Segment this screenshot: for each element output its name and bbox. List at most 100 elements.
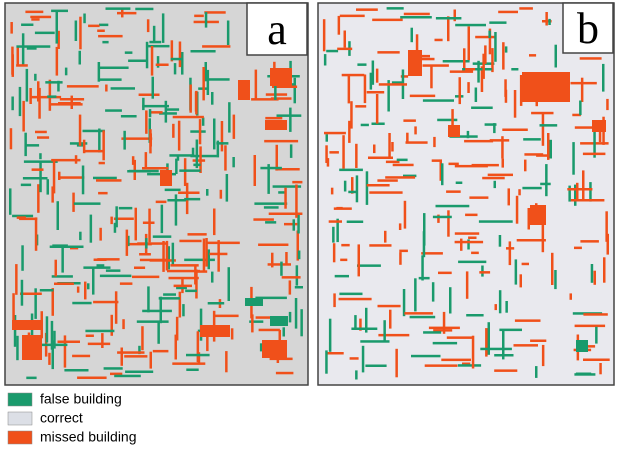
segment xyxy=(20,293,42,296)
segment xyxy=(83,14,86,24)
segment xyxy=(459,77,462,104)
segment xyxy=(449,163,459,166)
segment xyxy=(46,316,49,342)
segment xyxy=(145,238,148,248)
segment xyxy=(530,340,546,343)
segment xyxy=(502,159,505,168)
panel-b: b xyxy=(318,3,614,385)
segment xyxy=(192,148,195,157)
segment xyxy=(228,267,231,301)
segment xyxy=(84,150,104,153)
segment xyxy=(50,246,84,249)
segment xyxy=(467,131,470,138)
segment xyxy=(23,177,48,180)
segment xyxy=(142,98,145,110)
segment xyxy=(479,271,490,274)
segment xyxy=(397,159,408,162)
block xyxy=(200,325,230,337)
segment xyxy=(74,202,101,205)
segment xyxy=(114,375,141,378)
segment xyxy=(182,304,185,316)
segment xyxy=(264,206,279,209)
segment xyxy=(481,266,484,277)
segment xyxy=(516,196,519,224)
segment xyxy=(156,201,167,204)
segment xyxy=(124,355,147,358)
segment xyxy=(153,26,156,43)
segment xyxy=(153,350,169,353)
segment xyxy=(482,54,485,79)
segment xyxy=(19,87,22,116)
segment xyxy=(186,354,210,357)
segment xyxy=(329,220,342,223)
segment xyxy=(206,189,209,196)
segment xyxy=(260,167,282,170)
segment xyxy=(332,227,335,243)
segment xyxy=(159,297,180,300)
segment xyxy=(333,293,336,307)
segment xyxy=(79,115,82,146)
segment xyxy=(458,364,481,367)
segment xyxy=(423,64,449,67)
segment xyxy=(57,201,60,230)
segment xyxy=(423,231,426,257)
segment xyxy=(393,164,414,167)
segment xyxy=(372,19,403,22)
segment xyxy=(520,274,523,287)
segment xyxy=(51,10,68,13)
segment xyxy=(344,181,347,192)
segment xyxy=(455,24,486,27)
segment xyxy=(221,121,224,151)
segment xyxy=(188,233,207,236)
segment xyxy=(135,8,153,11)
segment xyxy=(472,336,475,369)
segment xyxy=(175,159,178,174)
segment xyxy=(26,69,29,102)
segment xyxy=(146,42,149,69)
segment xyxy=(455,165,488,168)
segment xyxy=(540,124,558,127)
segment xyxy=(162,241,165,272)
segment xyxy=(224,145,227,170)
segment xyxy=(468,237,476,240)
segment xyxy=(139,253,151,256)
segment xyxy=(471,252,479,255)
segment xyxy=(255,70,258,101)
segment xyxy=(97,30,105,33)
segment xyxy=(278,191,285,194)
segment xyxy=(432,159,440,162)
segment xyxy=(542,345,545,366)
segment xyxy=(514,90,517,118)
segment xyxy=(9,188,12,214)
segment xyxy=(367,184,390,187)
segment xyxy=(30,16,51,19)
segment xyxy=(220,190,223,199)
segment xyxy=(175,335,178,360)
segment xyxy=(165,101,168,123)
segment xyxy=(87,283,90,289)
segment xyxy=(149,129,152,153)
panel-label: b xyxy=(577,4,599,53)
segment xyxy=(589,182,592,202)
segment xyxy=(523,138,541,141)
segment xyxy=(505,46,508,52)
segment xyxy=(156,64,169,67)
segment xyxy=(16,45,50,48)
segment xyxy=(57,81,60,92)
segment xyxy=(225,351,228,372)
segment xyxy=(83,140,86,154)
segment xyxy=(567,188,592,191)
segment xyxy=(12,293,15,320)
segment xyxy=(24,133,27,156)
segment xyxy=(441,163,444,185)
segment xyxy=(111,315,114,336)
block xyxy=(530,205,546,225)
segment xyxy=(333,243,336,262)
segment xyxy=(494,354,513,357)
panel-a: a xyxy=(5,3,308,385)
segment xyxy=(51,186,54,202)
segment xyxy=(548,19,551,25)
segment xyxy=(351,328,377,331)
segment xyxy=(348,191,357,194)
segment xyxy=(105,85,108,92)
